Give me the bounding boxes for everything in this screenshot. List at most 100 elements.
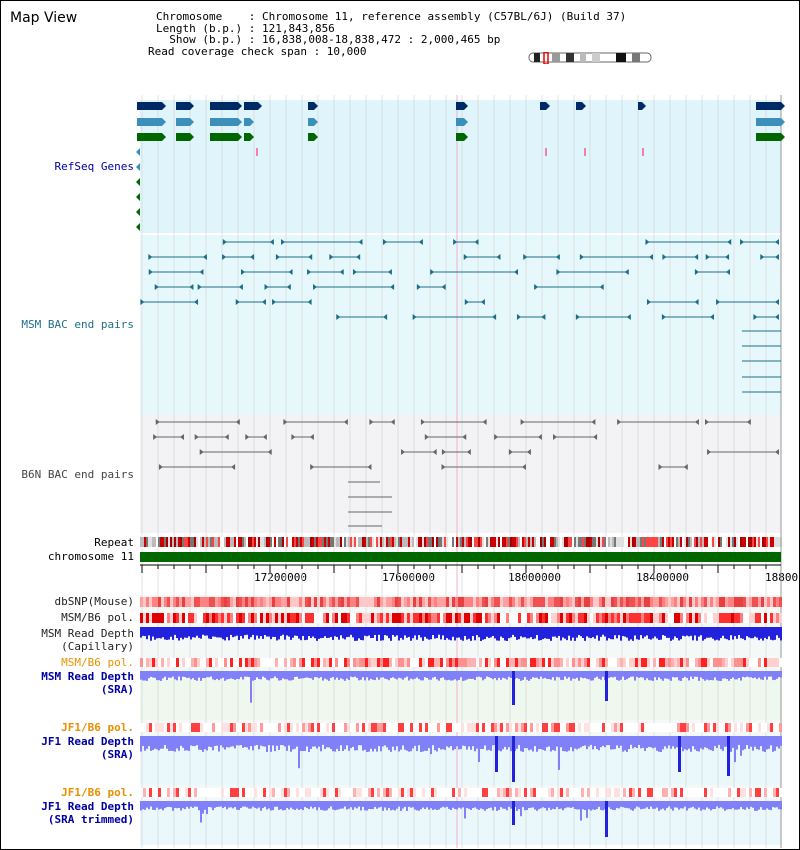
msm-sra-depth-bar <box>540 671 542 677</box>
gene-arrow <box>642 102 646 110</box>
dbsnp-cell <box>164 597 167 607</box>
jf1-sra-depth-bar <box>672 736 674 747</box>
jf1-trimmed-depth-bar <box>160 801 162 809</box>
msm-pol-orange-cell <box>167 658 170 667</box>
repeat-block <box>190 537 192 547</box>
gene-feature <box>244 102 258 110</box>
msm-sra-depth-bar <box>504 671 506 679</box>
track-label-jf1-read-depth-sra[interactable]: JF1 Read Depth (SRA) <box>41 735 134 761</box>
msm-pol-orange-cell <box>245 658 248 667</box>
chromosome-ideogram[interactable] <box>528 52 654 64</box>
jf1-pol-cell <box>584 788 587 797</box>
repeat-block <box>382 537 384 547</box>
track-label-msm-read-depth-capillary[interactable]: MSM Read Depth (Capillary) <box>41 627 134 653</box>
jf1-trimmed-depth-bar <box>176 801 178 809</box>
track-label-jf1-b6-pol-2[interactable]: JF1/B6 pol. <box>61 786 134 799</box>
msm-sra-depth-bar <box>550 671 552 680</box>
jf1-sra-depth-bar <box>292 736 294 750</box>
jf1-trimmed-depth-bar <box>682 801 684 809</box>
msm-capillary-depth-bar <box>326 627 328 638</box>
jf1-pol-cell <box>500 788 503 797</box>
msm-bac-pair-end <box>194 299 199 305</box>
jf1-sra-depth-bar <box>206 736 208 751</box>
jf1-trimmed-depth-bar <box>304 801 306 808</box>
jf1-trimmed-depth-bar <box>398 801 400 807</box>
jf1-trimmed-depth-bar <box>666 801 668 809</box>
dbsnp-cell <box>371 597 374 607</box>
track-label-msm-b6-pol-1[interactable]: MSM/B6 pol. <box>61 611 134 624</box>
repeat-block <box>146 537 148 547</box>
jf1-sra-depth-bar <box>406 736 408 751</box>
jf1-pol-cell <box>548 723 551 732</box>
jf1-pol-cell <box>557 788 560 797</box>
msm-pol-cell <box>605 613 608 623</box>
msm-sra-depth-bar <box>618 671 620 681</box>
jf1-trimmed-depth-bar <box>492 801 494 811</box>
jf1-pol-cell <box>233 788 236 797</box>
jf1-pol-cell <box>365 788 368 797</box>
repeat-block <box>180 537 182 547</box>
repeat-block <box>738 537 740 547</box>
msm-pol-orange-cell <box>605 658 608 667</box>
track-label-msm-bac[interactable]: MSM BAC end pairs <box>21 318 134 331</box>
jf1-pol-cell <box>686 788 689 797</box>
msm-capillary-depth-bar <box>416 627 418 640</box>
msm-pol-orange-cell <box>734 658 737 667</box>
msm-pol-cell <box>779 613 782 623</box>
msm-pol-orange-cell <box>236 658 239 667</box>
jf1-sra-depth-bar <box>518 736 520 745</box>
gene-feature <box>540 102 546 110</box>
track-label-refseq[interactable]: RefSeq Genes <box>54 160 134 173</box>
jf1-sra-depth-bar <box>658 736 660 752</box>
jf1-sra-depth-bar <box>462 736 464 746</box>
msm-capillary-depth-bar <box>156 627 158 639</box>
jf1-sra-depth-bar <box>486 736 488 751</box>
jf1-trimmed-depth-bar <box>186 801 188 807</box>
msm-bac-pair-end <box>775 254 779 260</box>
dbsnp-cell <box>299 597 302 607</box>
msm-pol-orange-cell <box>776 658 779 667</box>
axis-tick-label: 18800 <box>765 571 799 584</box>
msm-bac-pair-end <box>286 284 291 290</box>
msm-sra-depth-bar <box>676 671 678 678</box>
track-label-jf1-b6-pol-1[interactable]: JF1/B6 pol. <box>61 721 134 734</box>
repeat-block <box>246 537 248 547</box>
track-label-msm-read-depth-sra[interactable]: MSM Read Depth (SRA) <box>41 670 134 696</box>
jf1-pol-cell <box>512 788 515 797</box>
msm-capillary-depth-bar <box>568 627 570 636</box>
msm-capillary-depth-bar <box>732 627 734 640</box>
track-label-msm-b6-pol-2[interactable]: MSM/B6 pol. <box>61 656 134 669</box>
msm-pol-orange-cell <box>170 658 173 667</box>
msm-sra-depth-bar <box>734 671 736 680</box>
jf1-pol-cell <box>353 723 356 732</box>
msm-bac-pair-end <box>222 239 227 245</box>
msm-capillary-depth-bar <box>622 627 624 637</box>
jf1-trimmed-depth-bar <box>292 801 294 810</box>
track-label-b6n-bac[interactable]: B6N BAC end pairs <box>21 468 134 481</box>
jf1-pol-cell <box>149 723 152 732</box>
msm-capillary-depth-bar <box>714 627 716 641</box>
repeat-block <box>236 537 238 547</box>
dbsnp-cell <box>398 597 401 607</box>
jf1-pol-cell <box>350 723 353 732</box>
jf1-pol-cell <box>374 723 377 732</box>
msm-sra-depth-bar <box>688 671 690 681</box>
track-label-repeat[interactable]: Repeat <box>94 536 134 549</box>
jf1-pol-cell <box>329 723 332 732</box>
jf1-pol-cell <box>701 723 704 732</box>
jf1-trimmed-depth-bar <box>234 801 236 808</box>
jf1-pol-cell <box>629 788 632 797</box>
repeat-block <box>484 537 486 547</box>
msm-sra-depth-bar <box>726 671 728 680</box>
jf1-sra-depth-bar <box>386 736 388 748</box>
msm-pol-cell <box>419 613 422 623</box>
jf1-pol-cell <box>335 723 338 732</box>
msm-pol-orange-cell <box>461 658 464 667</box>
track-label-jf1-read-depth-trimmed[interactable]: JF1 Read Depth (SRA trimmed) <box>41 800 134 826</box>
msm-sra-depth-bar <box>190 671 192 680</box>
repeat-block <box>208 537 210 547</box>
jf1-trimmed-depth-bar <box>766 801 768 809</box>
jf1-trimmed-depth-bar <box>394 801 396 811</box>
track-label-dbsnp[interactable]: dbSNP(Mouse) <box>54 595 134 608</box>
